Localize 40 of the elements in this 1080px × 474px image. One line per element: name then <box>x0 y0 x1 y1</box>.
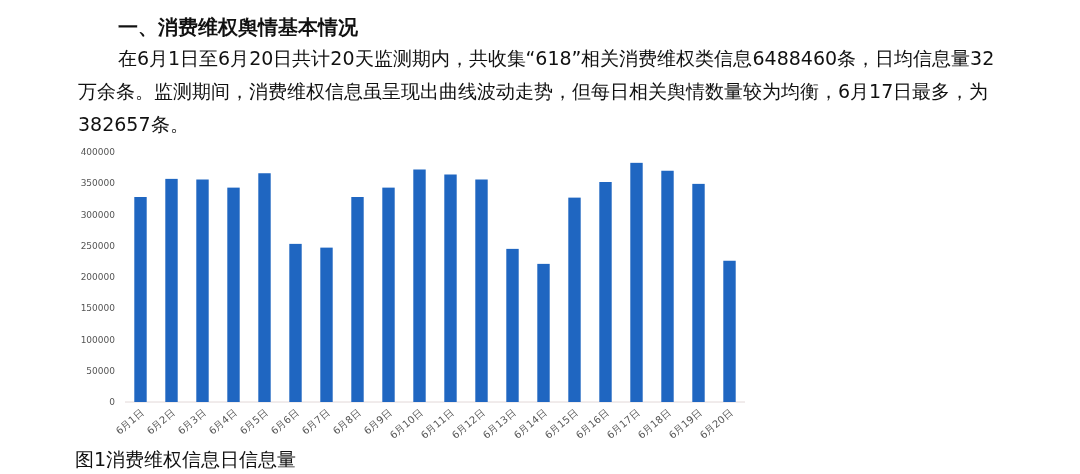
bar <box>723 260 736 402</box>
bar <box>630 162 643 402</box>
y-tick-label: 250000 <box>80 240 116 251</box>
bar <box>351 197 364 402</box>
bar <box>692 183 705 402</box>
bar <box>258 173 271 402</box>
bar <box>413 169 426 402</box>
y-tick-label: 50000 <box>86 365 116 376</box>
bar <box>444 174 457 402</box>
x-tick-label: 6月6日 <box>268 407 301 437</box>
y-tick-label: 0 <box>109 397 116 407</box>
caption: 图1消费维权信息日信息量 <box>75 447 297 472</box>
bar <box>599 182 612 402</box>
y-tick-label: 200000 <box>80 272 116 282</box>
bar <box>227 187 240 402</box>
x-tick-label: 6月5日 <box>237 407 270 437</box>
chart-subtitle: 在6月1日至6月20日共计20天监测期内，共收集“618”相关消费维权类信息6488460条，日均信息量32万余条。监测期间，消费维权信息虽呈现出曲线波动走势，但每日相关舆情数量较为均衡，6月17日最多，为382657条。 <box>78 46 996 137</box>
x-tick-label: 6月8日 <box>330 407 363 437</box>
bar <box>196 179 209 402</box>
x-tick-label: 6月1日 <box>113 407 146 437</box>
x-tick-label: 6月2日 <box>144 407 177 437</box>
x-tick-label: 6月3日 <box>175 407 208 437</box>
chart-title: 一、消费维权舆情基本情况 <box>118 14 358 41</box>
x-tick-label: 6月7日 <box>299 407 332 437</box>
y-tick-label: 300000 <box>80 209 116 220</box>
bar <box>506 248 519 402</box>
bar <box>661 170 674 402</box>
bar <box>475 179 488 402</box>
y-tick-label: 350000 <box>80 178 116 189</box>
bar <box>320 247 333 402</box>
bar <box>537 263 550 402</box>
y-tick-label: 100000 <box>80 334 116 345</box>
x-tick-label: 6月4日 <box>206 407 239 437</box>
bar <box>165 178 178 402</box>
bar <box>134 197 147 402</box>
bar <box>289 243 302 402</box>
bar <box>382 187 395 402</box>
bar <box>568 197 581 402</box>
y-tick-label: 150000 <box>80 303 116 314</box>
y-tick-label: 400000 <box>80 147 116 157</box>
